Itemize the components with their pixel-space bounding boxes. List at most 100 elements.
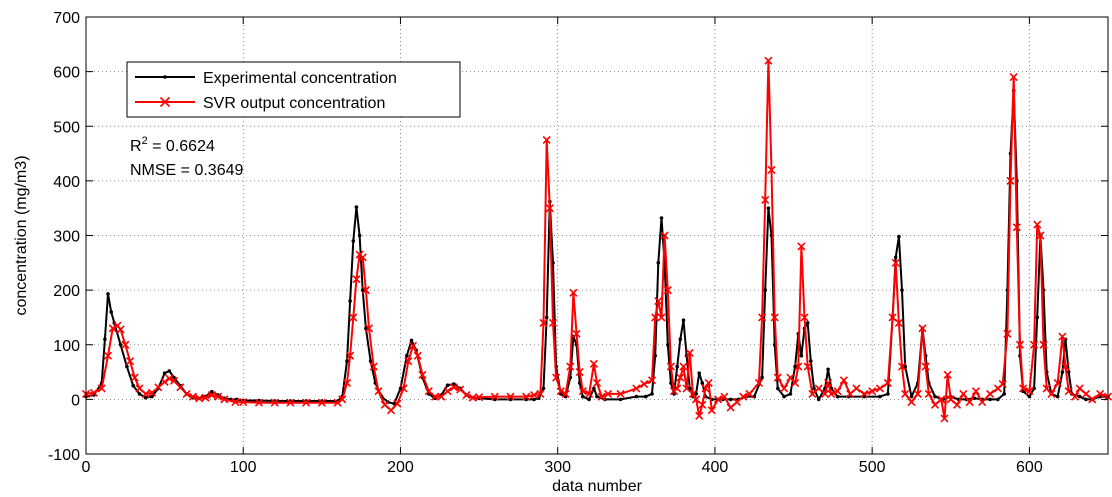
data-point — [788, 392, 793, 396]
data-point — [780, 384, 789, 393]
data-point — [1060, 370, 1065, 374]
data-point — [704, 378, 713, 388]
data-point — [700, 381, 705, 385]
data-point — [348, 299, 352, 303]
data-point — [445, 383, 450, 388]
data-point — [1002, 392, 1006, 396]
data-point — [1003, 329, 1012, 338]
data-point — [900, 288, 904, 292]
data-point — [592, 378, 602, 388]
x-tick-label: 600 — [1016, 459, 1043, 476]
data-point — [809, 359, 813, 363]
data-point — [575, 367, 584, 377]
legend-marker-experimental — [163, 75, 167, 79]
data-point — [317, 398, 326, 407]
data-point — [462, 390, 471, 400]
data-point — [587, 397, 591, 402]
y-tick-label: 0 — [71, 392, 80, 409]
data-point — [868, 387, 877, 396]
data-point — [676, 373, 685, 382]
data-point — [697, 371, 701, 376]
data-point — [924, 389, 933, 398]
data-point — [595, 394, 599, 399]
data-point — [182, 389, 191, 398]
data-point — [345, 359, 349, 363]
data-point — [695, 411, 704, 420]
data-point — [913, 389, 922, 398]
data-point — [943, 370, 952, 379]
legend: Experimental concentration SVR output co… — [126, 61, 461, 118]
data-point — [162, 371, 167, 376]
data-point — [490, 392, 499, 401]
data-point — [333, 398, 342, 407]
data-point — [207, 390, 216, 400]
data-point — [188, 392, 197, 401]
data-point — [826, 367, 830, 372]
data-point — [732, 398, 742, 407]
data-point — [231, 398, 240, 407]
tick-labels: 0 100 200 300 400 500 600-10001002003004005006… — [48, 10, 1043, 476]
data-point — [561, 389, 570, 398]
data-point — [121, 340, 130, 349]
data-point — [1058, 332, 1067, 341]
data-point — [214, 392, 223, 401]
data-point — [1053, 378, 1062, 388]
data-point — [660, 231, 669, 240]
data-point — [946, 395, 955, 404]
data-point — [346, 351, 355, 360]
data-point — [405, 353, 409, 358]
data-point — [663, 286, 672, 295]
x-tick-label: 500 — [859, 459, 886, 476]
data-point — [544, 315, 549, 320]
data-point — [1019, 384, 1028, 393]
data-point — [545, 204, 554, 213]
data-point — [800, 313, 809, 322]
data-point — [752, 394, 756, 399]
r2-prefix: R — [130, 138, 142, 155]
data-point — [116, 325, 125, 334]
y-tick-label: 400 — [53, 174, 80, 191]
data-point — [172, 375, 176, 380]
data-point — [860, 389, 869, 398]
data-point — [888, 313, 897, 322]
data-point — [681, 318, 686, 323]
data-point — [933, 394, 937, 399]
data-point — [728, 397, 733, 402]
data-point — [1035, 315, 1039, 320]
r-squared-annotation: R2 = 0.6624 — [130, 135, 215, 155]
data-point — [1081, 389, 1091, 398]
data-point — [770, 313, 779, 322]
data-point — [539, 318, 548, 327]
data-point — [358, 253, 367, 262]
data-point — [1039, 340, 1048, 349]
data-point — [210, 389, 214, 394]
data-point — [357, 233, 362, 238]
data-point — [220, 395, 229, 404]
data-point — [89, 388, 98, 397]
data-point — [909, 394, 914, 399]
data-point — [603, 389, 613, 398]
data-point — [726, 403, 735, 412]
data-point — [678, 337, 683, 342]
r2-superscript: 2 — [142, 135, 148, 147]
data-point — [532, 397, 536, 402]
data-point — [666, 343, 670, 347]
data-point — [154, 383, 163, 392]
data-point — [368, 359, 373, 363]
data-point — [653, 353, 657, 358]
data-point — [745, 389, 754, 398]
data-point — [827, 389, 836, 398]
data-point — [805, 321, 810, 325]
data-point — [413, 351, 422, 360]
data-point — [767, 165, 776, 175]
data-point — [1077, 394, 1082, 399]
data-point — [669, 381, 673, 385]
data-point — [1030, 340, 1039, 349]
data-point — [167, 369, 172, 373]
data-point — [1088, 395, 1097, 404]
data-point — [106, 292, 110, 296]
data-point — [160, 377, 169, 386]
data-point — [846, 389, 855, 398]
y-axis-label: concentration (mg/m3) — [13, 155, 30, 315]
